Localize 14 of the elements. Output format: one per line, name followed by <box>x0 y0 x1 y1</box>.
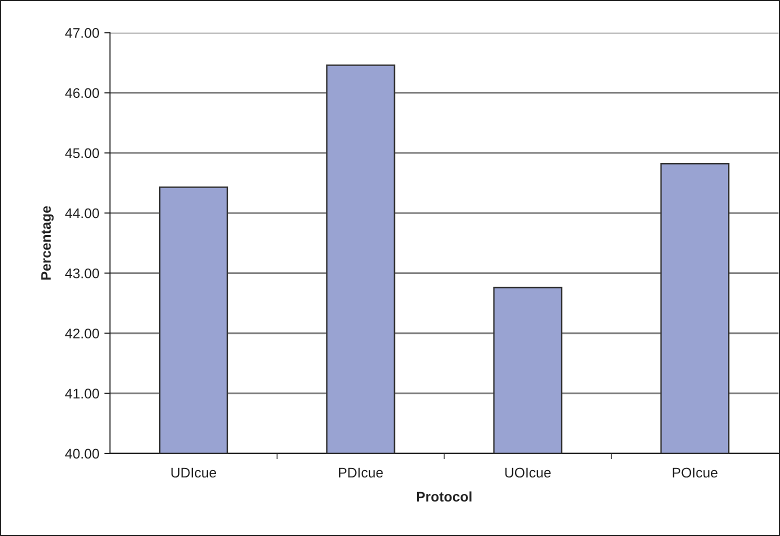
y-axis-title: Percentage <box>41 206 54 280</box>
y-tick-label: 47.00 <box>65 28 100 38</box>
y-tick-label: 43.00 <box>65 268 100 278</box>
x-tick-label: POIcue <box>672 468 718 478</box>
y-tick-label: 42.00 <box>65 328 100 338</box>
x-tick-label: UDIcue <box>171 468 216 478</box>
y-tick-label: 46.00 <box>65 88 100 98</box>
x-tick-label: UOIcue <box>505 468 551 478</box>
y-tick-label: 41.00 <box>65 388 100 399</box>
x-axis-title: Protocol <box>416 491 472 502</box>
y-tick-label: 40.00 <box>65 448 100 459</box>
x-tick-label: PDIcue <box>339 468 383 478</box>
y-tick-label: 44.00 <box>65 208 100 218</box>
y-tick-label: 45.00 <box>65 148 100 158</box>
